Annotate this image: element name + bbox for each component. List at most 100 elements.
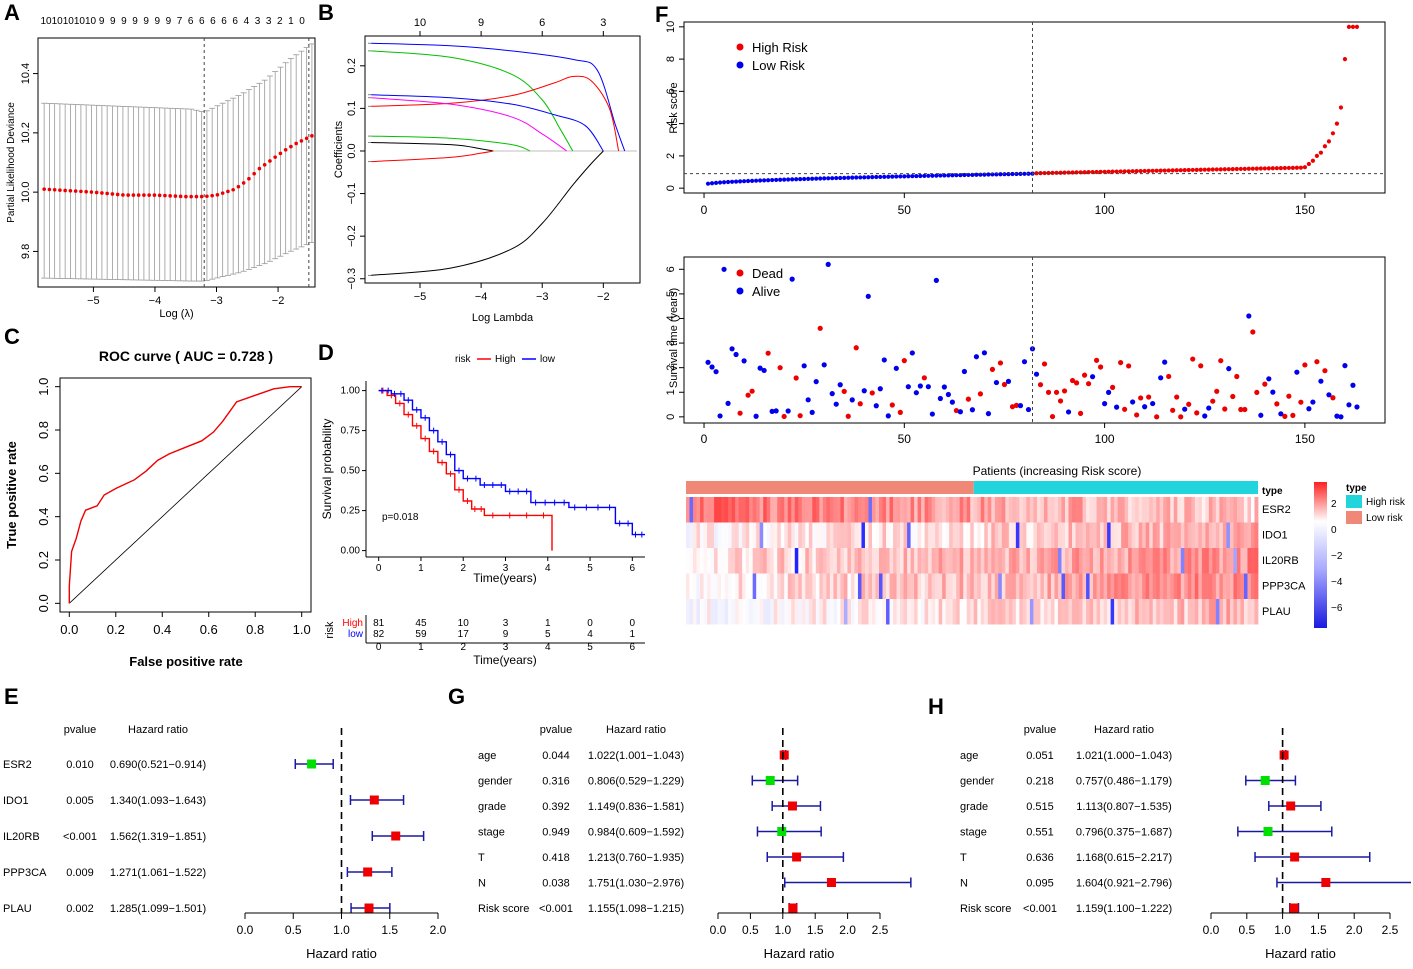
heatmap-cell — [1022, 573, 1027, 599]
heatmap-cell — [735, 522, 740, 548]
plot-frame — [37, 37, 316, 288]
x-tick-label: −5 — [87, 295, 100, 307]
heatmap-cell — [1047, 522, 1052, 548]
top-tick-label: 10 — [52, 16, 64, 27]
top-tick-label: 10 — [85, 16, 97, 27]
heatmap-cell — [1240, 548, 1245, 574]
heatmap-cell — [689, 573, 694, 599]
heatmap-cell — [1247, 573, 1252, 599]
heatmap-cell — [822, 573, 827, 599]
alive-point — [1346, 402, 1352, 408]
heatmap-cell — [1054, 573, 1059, 599]
heatmap-cell — [1040, 599, 1045, 625]
heatmap-cell — [777, 573, 782, 599]
heatmap-cell — [875, 522, 880, 548]
high-risk-point — [1186, 167, 1191, 173]
high-risk-point — [1226, 167, 1231, 172]
heatmap-cell — [1152, 573, 1157, 599]
x-axis-label: Hazard ratio — [764, 946, 835, 961]
heatmap-cell — [794, 522, 799, 548]
heatmap-cell — [766, 548, 771, 574]
heatmap-cell — [1170, 573, 1175, 599]
y-tick-label: 8 — [665, 56, 677, 62]
high-risk-point — [1314, 153, 1320, 158]
high-risk-point — [1206, 167, 1211, 172]
row-hazard-ratio: 0.984(0.609−1.592) — [588, 827, 684, 839]
heatmap-cell — [1050, 522, 1055, 548]
dead-point — [1049, 413, 1056, 420]
x-tick-label: 0.0 — [1203, 923, 1220, 937]
heatmap-cell — [896, 548, 901, 574]
heatmap-cell — [843, 522, 848, 548]
color-scale-tick: 0 — [1331, 525, 1337, 536]
high-risk-point — [1094, 169, 1099, 175]
deviance-point — [199, 194, 204, 199]
heatmap-cell — [1008, 497, 1013, 523]
x-tick-label: 6 — [630, 563, 636, 574]
heatmap-cell — [970, 573, 975, 599]
heatmap-cell — [707, 573, 711, 599]
heatmap-cell — [696, 522, 701, 548]
heatmap-cell — [1198, 573, 1203, 599]
heatmap-cell — [910, 573, 915, 599]
low-risk-point — [902, 174, 907, 179]
type-legend-swatch-high — [1346, 495, 1362, 508]
heatmap-cell — [710, 497, 715, 523]
deviance-point — [94, 190, 99, 195]
heatmap-cell — [1019, 573, 1024, 599]
row-name: stage — [478, 827, 505, 839]
dead-point — [1230, 393, 1236, 400]
low-risk-point — [729, 179, 735, 184]
alive-point — [1005, 378, 1012, 384]
heatmap-cell — [987, 548, 992, 574]
panel-label-a: A — [4, 0, 20, 25]
alive-point — [705, 359, 711, 365]
heatmap-cell — [973, 497, 978, 523]
alive-point — [1294, 369, 1300, 375]
low-risk-point — [938, 173, 943, 178]
alive-point — [1334, 413, 1340, 419]
dead-point — [1166, 373, 1172, 380]
heatmap-cell — [780, 522, 785, 548]
dead-point — [1290, 412, 1296, 418]
heatmap-cell — [1233, 599, 1238, 625]
type-legend-swatch-low — [1346, 511, 1362, 524]
low-risk-point — [774, 177, 779, 183]
heatmap-cell — [1156, 573, 1161, 599]
heatmap-cell — [798, 548, 803, 574]
row-name: stage — [960, 827, 987, 839]
x-axis-label: Time(years) — [473, 571, 537, 585]
panel-label-e: E — [4, 684, 19, 709]
x-tick-label: 0 — [701, 203, 708, 217]
alive-point — [1266, 376, 1272, 382]
row-pvalue: 0.038 — [542, 878, 570, 890]
row-hazard-ratio: 1.213(0.760−1.935) — [588, 852, 684, 864]
heatmap-cell — [938, 497, 943, 523]
panel-label-b: B — [318, 0, 334, 25]
heatmap-cell — [721, 599, 726, 625]
high-risk-point — [1130, 169, 1135, 174]
heatmap-cell — [1236, 497, 1241, 523]
heatmap-cell — [1029, 599, 1034, 625]
row-pvalue: 0.551 — [1026, 827, 1054, 839]
risk-x-tick-label: 2 — [460, 642, 466, 653]
heatmap-cell — [1187, 573, 1192, 599]
row-name: grade — [960, 801, 988, 813]
heatmap-cell — [1198, 522, 1203, 548]
alive-point — [821, 362, 827, 368]
heatmap-cell — [1163, 548, 1168, 574]
y-tick-label: 9.8 — [20, 244, 32, 259]
heatmap-cell — [763, 548, 768, 574]
col-header-pvalue: pvalue — [540, 724, 572, 736]
alive-point — [829, 391, 835, 397]
high-risk-point — [1090, 169, 1095, 175]
high-risk-point — [1154, 168, 1159, 173]
heatmap-cell — [1107, 573, 1112, 599]
heatmap-cell — [766, 497, 771, 523]
heatmap-cell — [1107, 522, 1112, 548]
heatmap-cell — [1219, 548, 1224, 574]
heatmap-cell — [815, 573, 820, 599]
high-risk-point — [1354, 24, 1360, 29]
heatmap-cell — [1152, 522, 1157, 548]
heatmap-cell — [1131, 573, 1136, 599]
